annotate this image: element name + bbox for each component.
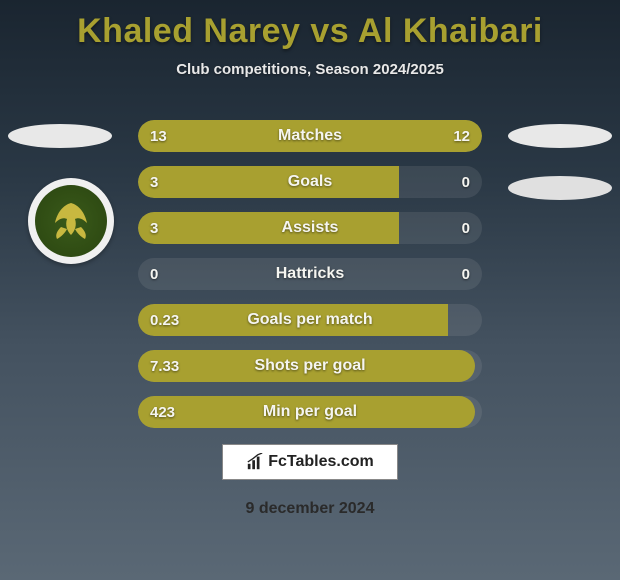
stat-row: 0Hattricks0 (138, 258, 482, 290)
stat-row: 423Min per goal (138, 396, 482, 428)
player-right-placeholder-2 (508, 176, 612, 200)
stat-label: Goals (138, 173, 482, 191)
player-left-placeholder (8, 124, 112, 148)
brand-label: FcTables.com (268, 453, 374, 471)
stat-row: 3Assists0 (138, 212, 482, 244)
page-title: Khaled Narey vs Al Khaibari (0, 0, 620, 51)
player-right-placeholder-1 (508, 124, 612, 148)
stat-label: Goals per match (138, 311, 482, 329)
stat-value-right: 12 (453, 128, 470, 145)
stat-value-right: 0 (462, 174, 470, 191)
stats-container: 13Matches123Goals03Assists00Hattricks00.… (138, 120, 482, 442)
club-badge-inner (35, 185, 107, 257)
stat-row: 7.33Shots per goal (138, 350, 482, 382)
date-label: 9 december 2024 (0, 500, 620, 518)
stat-value-right: 0 (462, 266, 470, 283)
stat-label: Hattricks (138, 265, 482, 283)
stat-label: Matches (138, 127, 482, 145)
brand-box[interactable]: FcTables.com (222, 444, 398, 480)
stat-value-right: 0 (462, 220, 470, 237)
eagle-icon (41, 191, 101, 251)
stat-label: Shots per goal (138, 357, 482, 375)
stat-row: 13Matches12 (138, 120, 482, 152)
stat-label: Min per goal (138, 403, 482, 421)
club-badge (28, 178, 114, 264)
page-subtitle: Club competitions, Season 2024/2025 (0, 61, 620, 78)
stat-label: Assists (138, 219, 482, 237)
chart-icon (246, 453, 264, 471)
stat-row: 0.23Goals per match (138, 304, 482, 336)
stat-row: 3Goals0 (138, 166, 482, 198)
